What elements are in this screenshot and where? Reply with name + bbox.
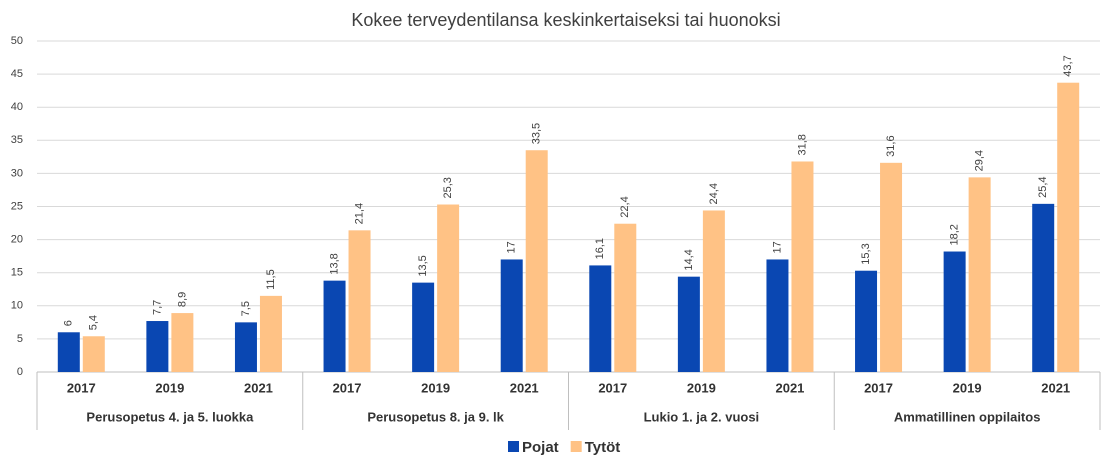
legend-swatch [508, 441, 519, 452]
y-tick-label: 10 [11, 300, 23, 312]
bar [57, 332, 80, 372]
bar [82, 336, 105, 372]
bar [525, 150, 548, 372]
value-label: 31,8 [796, 134, 808, 155]
value-label: 14,4 [683, 249, 695, 270]
value-label: 7,5 [240, 301, 252, 316]
group-label: Ammatillinen oppilaitos [894, 409, 1041, 424]
value-label: 25,4 [1037, 176, 1049, 197]
value-label: 22,4 [619, 196, 631, 217]
value-label: 16,1 [594, 238, 606, 259]
bar [500, 259, 523, 372]
bar [1057, 82, 1080, 373]
bar [614, 223, 637, 372]
bar [855, 270, 878, 372]
x-tick-label: 2021 [244, 380, 273, 395]
bar [943, 251, 966, 372]
x-tick-label: 2019 [155, 380, 184, 395]
x-tick-label: 2019 [953, 380, 982, 395]
bar [348, 230, 371, 372]
group-label: Perusopetus 8. ja 9. lk [367, 409, 504, 424]
value-label: 6 [63, 320, 75, 326]
bar [437, 204, 460, 372]
value-label: 33,5 [531, 123, 543, 144]
group-label: Perusopetus 4. ja 5. luokka [86, 409, 254, 424]
legend-swatch [570, 441, 582, 452]
value-label: 15,3 [860, 243, 872, 264]
value-label: 31,6 [885, 135, 897, 156]
bar [702, 210, 725, 372]
bar [323, 280, 346, 372]
chart-title: Kokee terveydentilansa keskinkertaiseksi… [351, 10, 780, 30]
value-label: 25,3 [442, 177, 454, 198]
value-label: 21,4 [353, 203, 365, 224]
bar [1032, 203, 1055, 372]
x-tick-label: 2017 [67, 380, 96, 395]
x-tick-label: 2019 [421, 380, 450, 395]
x-tick-label: 2019 [687, 380, 716, 395]
value-label: 13,5 [417, 255, 429, 276]
y-tick-label: 25 [11, 200, 23, 212]
bar [412, 282, 435, 372]
y-tick-label: 20 [11, 234, 23, 246]
value-label: 18,2 [949, 224, 961, 245]
bar [766, 259, 789, 372]
value-label: 11,5 [265, 269, 277, 290]
value-label: 24,4 [708, 183, 720, 204]
value-label: 7,7 [151, 300, 163, 315]
value-label: 17 [771, 241, 783, 253]
group-label: Lukio 1. ja 2. vuosi [644, 409, 760, 424]
y-tick-label: 15 [11, 267, 23, 279]
x-tick-label: 2017 [333, 380, 362, 395]
x-tick-label: 2017 [864, 380, 893, 395]
bar [677, 276, 700, 372]
bar [146, 321, 169, 372]
bar [234, 322, 257, 372]
bar [171, 313, 194, 372]
y-tick-label: 30 [11, 167, 23, 179]
bar [589, 265, 612, 372]
x-tick-label: 2021 [1041, 380, 1070, 395]
value-label: 17 [506, 241, 518, 253]
value-label: 13,8 [328, 253, 340, 274]
value-label: 29,4 [974, 150, 986, 171]
y-tick-label: 45 [11, 68, 23, 80]
legend-label: Pojat [522, 439, 559, 456]
value-label: 43,7 [1062, 55, 1074, 76]
value-label: 5,4 [88, 315, 100, 330]
x-tick-label: 2017 [598, 380, 627, 395]
y-tick-label: 40 [11, 101, 23, 113]
legend-label: Tytöt [585, 439, 621, 456]
y-tick-label: 35 [11, 134, 23, 146]
bar [259, 295, 282, 372]
y-tick-label: 0 [17, 366, 23, 378]
bar [880, 162, 903, 372]
x-tick-label: 2021 [775, 380, 804, 395]
bar [968, 177, 991, 372]
bar [791, 161, 814, 372]
y-tick-label: 50 [11, 35, 23, 47]
y-tick-label: 5 [17, 333, 23, 345]
value-label: 8,9 [176, 292, 188, 307]
x-tick-label: 2021 [510, 380, 539, 395]
